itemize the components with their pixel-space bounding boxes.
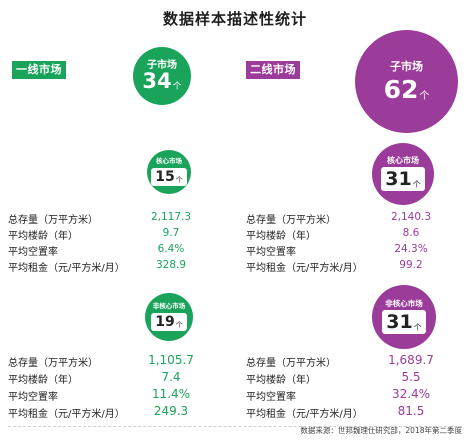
- tier2-core-unit: 个: [412, 180, 421, 190]
- tier2-core-count: 31: [385, 168, 412, 191]
- tier2-noncore-value: 32.4%: [391, 387, 431, 401]
- metric-label: 平均租金（元/平方米/月）: [8, 263, 125, 274]
- metric-label: 总存量（万平方米）: [246, 215, 336, 226]
- tier1-noncore-unit: 个: [175, 320, 183, 329]
- tier1-core-value: 9.7: [162, 227, 180, 239]
- tier1-submarket-unit: 个: [172, 82, 182, 92]
- metric-label: 平均楼龄（年）: [8, 231, 78, 242]
- tier1-submarket-label: 子市场: [147, 60, 177, 71]
- tier1-core-circle: 核心市场 15 个: [147, 150, 191, 194]
- metric-label: 平均空置率: [246, 247, 296, 258]
- tier1-submarket-count: 34: [142, 69, 172, 93]
- tier2-submarket-label: 子市场: [390, 59, 423, 73]
- tier1-core-value: 6.4%: [157, 243, 185, 255]
- tier2-noncore-circle: 非核心市场 31 个: [372, 285, 436, 349]
- tier1-submarket-circle: 子市场 34 个: [133, 47, 191, 105]
- tier2-noncore-value: 81.5: [397, 404, 425, 418]
- tier1-core-unit: 个: [175, 175, 183, 184]
- tier1-noncore-circle: 非核心市场 19 个: [145, 293, 193, 341]
- tier1-core-value: 328.9: [155, 259, 187, 271]
- metric-label: 平均空置率: [246, 392, 296, 403]
- metric-label: 平均空置率: [8, 247, 58, 258]
- tier2-core-label: 核心市场: [387, 155, 419, 165]
- tier2-core-value: 99.2: [399, 259, 423, 271]
- tier2-submarket-count: 62: [383, 75, 419, 105]
- metric-label: 平均租金（元/平方米/月）: [246, 263, 363, 274]
- tier2-core-value: 2,140.3: [390, 211, 432, 223]
- tier1-noncore-value: 1,105.7: [148, 353, 194, 367]
- source-note: 数据来源：世邦魏理仕研究部，2018年第二季度: [300, 426, 462, 435]
- tier1-core-count: 15: [155, 168, 175, 185]
- tier1-noncore-count: 19: [155, 313, 175, 330]
- metric-label: 平均租金（元/平方米/月）: [8, 409, 125, 420]
- metric-label: 平均空置率: [8, 392, 58, 403]
- tier2-noncore-value: 5.5: [401, 370, 421, 384]
- tier1-noncore-value: 11.4%: [151, 387, 191, 401]
- tier1-core-value: 2,117.3: [150, 211, 192, 223]
- tier2-submarket-circle: 子市场 62 个: [355, 30, 458, 133]
- metric-label: 平均租金（元/平方米/月）: [246, 409, 363, 420]
- tier1-tag: 一线市场: [12, 61, 66, 79]
- metric-label: 总存量（万平方米）: [246, 358, 336, 369]
- tier2-noncore-label: 非核心市场: [385, 298, 423, 308]
- metric-label: 平均楼龄（年）: [8, 375, 78, 386]
- tier2-noncore-value: 1,689.7: [388, 353, 434, 367]
- tier1-noncore-value: 7.4: [161, 370, 181, 384]
- metric-label: 平均楼龄（年）: [246, 231, 316, 242]
- metric-label: 总存量（万平方米）: [8, 215, 98, 226]
- footer-divider: [8, 426, 462, 427]
- tier2-core-circle: 核心市场 31 个: [372, 143, 434, 205]
- metric-label: 总存量（万平方米）: [8, 358, 98, 369]
- tier1-core-label: 核心市场: [156, 157, 182, 166]
- tier2-submarket-unit: 个: [419, 91, 430, 103]
- metric-label: 平均楼龄（年）: [246, 375, 316, 386]
- tier2-tag: 二线市场: [246, 61, 300, 79]
- tier2-core-value: 8.6: [402, 227, 420, 239]
- tier2-core-value: 24.3%: [394, 243, 428, 255]
- tier2-noncore-unit: 个: [413, 323, 422, 333]
- tier2-noncore-count: 31: [386, 311, 413, 334]
- page-title: 数据样本描述性统计: [162, 10, 307, 28]
- tier1-noncore-value: 249.3: [153, 404, 189, 418]
- tier1-noncore-label: 非核心市场: [152, 302, 186, 311]
